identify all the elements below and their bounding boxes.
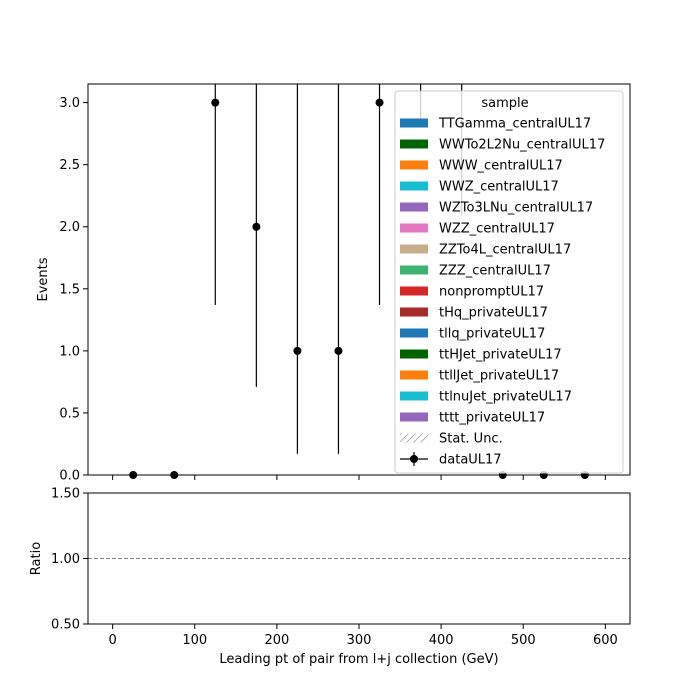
main-y-tick-label: 2.0 <box>59 220 80 235</box>
ratio-axes-frame <box>87 492 631 625</box>
legend-swatch <box>400 118 428 128</box>
data-point <box>334 346 343 355</box>
legend-entry: WWTo2L2Nu_centralUL17 <box>400 138 605 153</box>
legend-label: tttt_privateUL17 <box>439 411 545 426</box>
legend-entry: WWW_centralUL17 <box>400 159 563 174</box>
legend-swatch <box>400 391 428 401</box>
legend-swatch <box>400 244 428 254</box>
ratio-x-tick-label: 500 <box>511 633 536 648</box>
data-point <box>375 98 384 107</box>
legend-entry: WZTo3LNu_centralUL17 <box>400 201 593 216</box>
ratio-x-axis: 0 100 200 300 400 500 600 <box>108 624 618 648</box>
legend-label: tHq_privateUL17 <box>439 306 548 321</box>
ratio-x-tick-label: 600 <box>593 633 618 648</box>
ratio-x-tick-label: 300 <box>347 633 372 648</box>
ratio-y-tick-label: 1.00 <box>51 552 80 567</box>
legend-entry: dataUL17 <box>400 452 502 468</box>
legend-swatch <box>400 139 428 149</box>
main-panel: 0.0 0.5 1.0 1.5 2.0 2.5 3.0 Events sample TTGam… <box>36 83 631 484</box>
legend-title: sample <box>481 96 528 111</box>
data-point <box>252 222 261 231</box>
legend-marker <box>410 455 418 463</box>
legend-entry: tHq_privateUL17 <box>400 306 548 321</box>
main-y-axis-label: Events <box>36 257 51 301</box>
legend-entry: ttllJet_privateUL17 <box>400 369 559 384</box>
legend-swatch <box>400 349 428 359</box>
legend-entry: tllq_privateUL17 <box>400 327 545 342</box>
legend-label: ZZZ_centralUL17 <box>439 264 551 279</box>
legend-swatch <box>400 328 428 338</box>
legend-entry: ZZZ_centralUL17 <box>400 264 551 279</box>
legend-swatch <box>400 265 428 275</box>
legend-entry: ttlnuJet_privateUL17 <box>400 390 572 405</box>
main-y-tick-label: 2.5 <box>59 158 80 173</box>
main-y-tick-label: 0.0 <box>59 469 80 484</box>
legend-label: dataUL17 <box>439 453 502 468</box>
legend-label: tllq_privateUL17 <box>439 327 545 342</box>
legend-swatch <box>400 202 428 212</box>
data-series-dataUL17 <box>129 84 589 479</box>
legend-swatch <box>400 286 428 296</box>
main-y-tick-label: 1.5 <box>59 282 80 297</box>
legend: sample TTGamma_centralUL17 WWTo2L2Nu_centr… <box>394 90 624 474</box>
legend-entry: WWZ_centralUL17 <box>400 180 559 195</box>
ratio-x-tick-label: 0 <box>108 633 116 648</box>
legend-label: nonpromptUL17 <box>439 285 544 300</box>
legend-label: TTGamma_centralUL17 <box>438 117 591 132</box>
legend-label: WWW_centralUL17 <box>439 159 563 174</box>
legend-entry: ZZTo4L_centralUL17 <box>400 243 571 258</box>
legend-swatch <box>400 412 428 422</box>
ratio-x-tick-label: 200 <box>264 633 289 648</box>
legend-label: Stat. Unc. <box>439 432 503 447</box>
legend-label: WZTo3LNu_centralUL17 <box>439 201 593 216</box>
ratio-y-axis: 0.50 1.00 1.50 <box>51 487 88 633</box>
legend-label: ttHJet_privateUL17 <box>439 348 562 363</box>
x-axis-label: Leading pt of pair from l+j collection (… <box>219 652 498 667</box>
main-y-tick-label: 1.0 <box>59 344 80 359</box>
legend-entry: ttHJet_privateUL17 <box>400 348 562 363</box>
data-point <box>211 98 220 107</box>
legend-swatch <box>400 307 428 317</box>
legend-label: ttllJet_privateUL17 <box>439 369 559 384</box>
legend-swatch <box>400 370 428 380</box>
main-y-tick-label: 0.5 <box>59 406 80 421</box>
legend-label: ZZTo4L_centralUL17 <box>439 243 571 258</box>
ratio-y-tick-label: 0.50 <box>51 618 80 633</box>
legend-entry: nonpromptUL17 <box>400 285 544 300</box>
ratio-x-tick-label: 400 <box>429 633 454 648</box>
legend-swatch-hatch <box>400 433 428 443</box>
main-y-tick-label: 3.0 <box>59 96 80 111</box>
main-x-axis <box>112 475 606 480</box>
ratio-y-tick-label: 1.50 <box>51 487 80 502</box>
main-y-axis: 0.0 0.5 1.0 1.5 2.0 2.5 3.0 <box>59 96 88 484</box>
legend-entry: TTGamma_centralUL17 <box>400 117 591 132</box>
legend-label: ttlnuJet_privateUL17 <box>439 390 572 405</box>
legend-swatch <box>400 223 428 233</box>
main-axes-frame <box>87 83 631 476</box>
legend-entry: Stat. Unc. <box>400 432 503 447</box>
ratio-panel: 0 100 200 300 400 500 600 0.50 1.00 1.50 Ratio L… <box>29 487 631 667</box>
legend-label: WWZ_centralUL17 <box>439 180 559 195</box>
legend-label: WWTo2L2Nu_centralUL17 <box>439 138 605 153</box>
legend-label: WZZ_centralUL17 <box>439 222 555 237</box>
ratio-y-axis-label: Ratio <box>29 542 44 575</box>
legend-box <box>394 90 624 474</box>
legend-entry: tttt_privateUL17 <box>400 411 545 426</box>
legend-swatch <box>400 160 428 170</box>
legend-swatch <box>400 181 428 191</box>
legend-entry: WZZ_centralUL17 <box>400 222 555 237</box>
data-point <box>293 346 302 355</box>
ratio-x-tick-label: 100 <box>182 633 207 648</box>
